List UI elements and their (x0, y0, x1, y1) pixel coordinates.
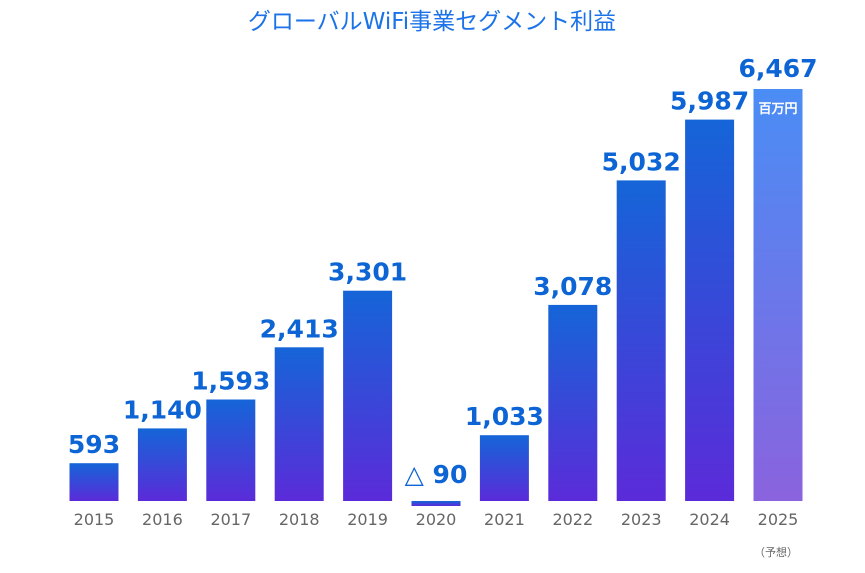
chart-title: グローバルWiFi事業セグメント利益 (248, 9, 616, 35)
bar-2019 (343, 290, 393, 501)
bar-2024 (685, 119, 735, 501)
value-label-2016: 1,140 (123, 395, 202, 424)
year-label-2019: 2019 (347, 510, 388, 529)
forecast-note: （予想） (754, 545, 798, 559)
value-label-2022: 3,078 (533, 272, 612, 301)
value-label-2023: 5,032 (602, 147, 681, 176)
year-label-2023: 2023 (621, 510, 662, 529)
year-label-2020: 2020 (416, 510, 457, 529)
year-label-2025: 2025 (758, 510, 799, 529)
year-label-2018: 2018 (279, 510, 320, 529)
bar-2020 (411, 501, 461, 506)
bar-2016 (137, 428, 187, 501)
bar-2018 (274, 347, 324, 501)
year-label-2017: 2017 (210, 510, 251, 529)
year-label-2015: 2015 (74, 510, 115, 529)
value-label-2024: 5,987 (670, 87, 749, 116)
bar-2022 (548, 304, 598, 501)
bar-2017 (206, 399, 256, 501)
year-label-2022: 2022 (552, 510, 593, 529)
year-label-2021: 2021 (484, 510, 525, 529)
year-label-2024: 2024 (689, 510, 730, 529)
bar-2021 (479, 435, 529, 501)
value-label-2018: 2,413 (260, 314, 339, 343)
value-label-2020: △ 90 (405, 460, 468, 489)
bar-2015 (69, 463, 119, 501)
value-label-2017: 1,593 (191, 367, 270, 396)
bar-2025 (753, 89, 803, 501)
bar-2023 (616, 180, 666, 501)
year-label-2016: 2016 (142, 510, 183, 529)
value-label-2019: 3,301 (328, 258, 407, 287)
unit-label: 百万円 (758, 102, 797, 117)
x-axis-labels: 2015 2016 2017 2018 2019 2020 2021 2022 2023 2024… (74, 510, 799, 559)
value-label-2025: 6,467 (738, 54, 817, 83)
value-label-2021: 1,033 (465, 402, 544, 431)
value-label-2015: 593 (68, 430, 120, 459)
bars-layer (69, 89, 803, 506)
